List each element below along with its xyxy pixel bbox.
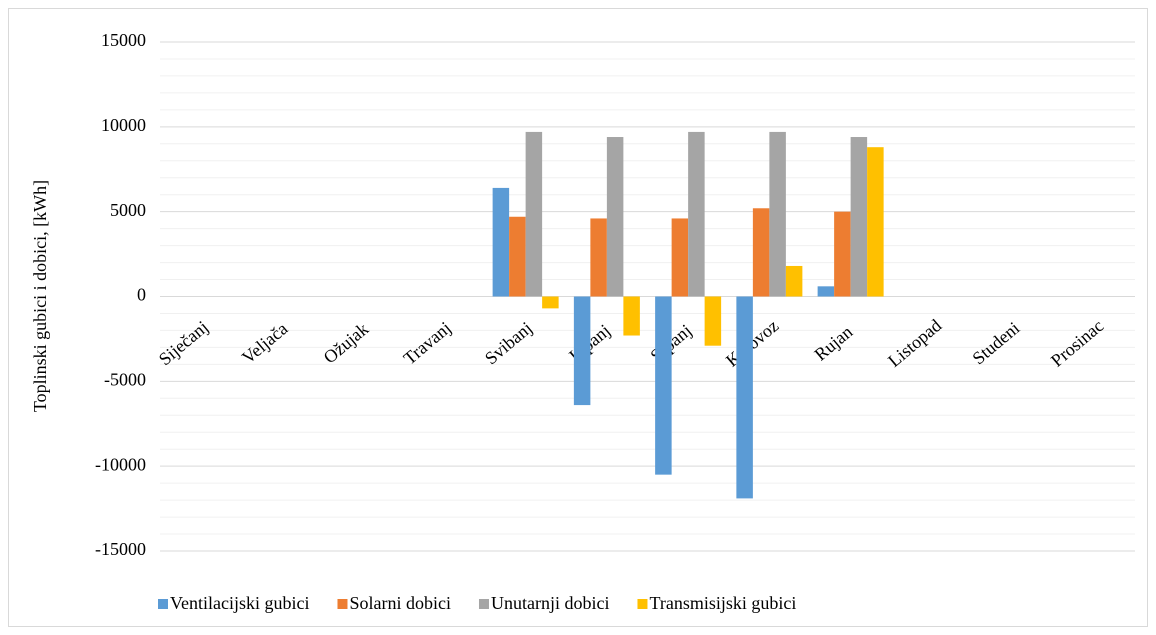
legend-swatch bbox=[337, 599, 348, 609]
legend-label: Transmisijski gubici bbox=[649, 593, 796, 613]
bar bbox=[492, 187, 510, 297]
bar bbox=[623, 296, 640, 336]
legend-swatch bbox=[478, 599, 489, 609]
bar bbox=[573, 296, 591, 406]
y-axis-title: Toplinski gubici i dobici, [kWh] bbox=[30, 180, 50, 412]
bar bbox=[850, 137, 868, 297]
y-tick-label: -5000 bbox=[104, 369, 146, 389]
y-tick-label: 5000 bbox=[110, 200, 146, 220]
legend-label: Solarni dobici bbox=[349, 593, 451, 613]
bar bbox=[769, 131, 786, 297]
bar bbox=[509, 216, 526, 297]
bar bbox=[525, 131, 543, 297]
y-tick-label: 10000 bbox=[101, 115, 146, 135]
bar bbox=[590, 218, 607, 297]
legend-label: Unutarnji dobici bbox=[491, 593, 609, 613]
y-tick-label: 0 bbox=[137, 285, 146, 305]
bar bbox=[655, 296, 672, 475]
bar bbox=[785, 265, 803, 297]
bar bbox=[817, 286, 835, 297]
y-tick-label: -15000 bbox=[95, 539, 146, 559]
bar bbox=[834, 211, 851, 297]
bar bbox=[542, 296, 559, 309]
legend-label: Ventilacijski gubici bbox=[170, 593, 309, 613]
bar bbox=[704, 296, 722, 346]
bar bbox=[752, 208, 770, 297]
bar bbox=[606, 137, 624, 297]
bar bbox=[736, 296, 753, 499]
bar bbox=[688, 131, 705, 297]
y-tick-label: 15000 bbox=[101, 30, 146, 50]
legend-swatch bbox=[637, 599, 648, 609]
y-tick-label: -10000 bbox=[95, 454, 146, 474]
legend-swatch bbox=[158, 599, 168, 609]
bar bbox=[671, 218, 689, 297]
bar bbox=[867, 147, 884, 297]
